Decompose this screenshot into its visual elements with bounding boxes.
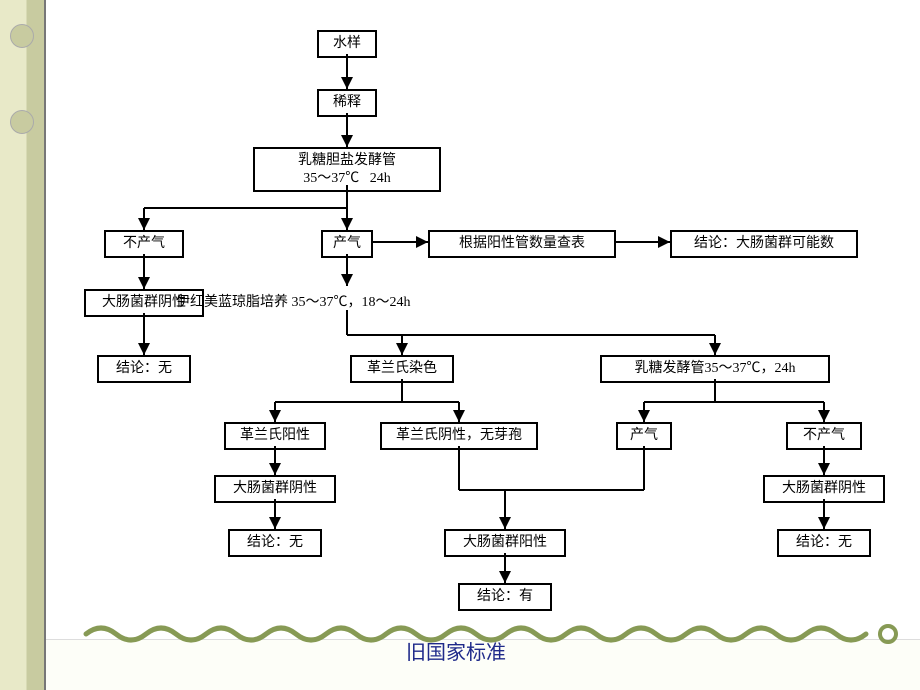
- node-mpn-conclusion: 结论：大肠菌群可能数: [670, 230, 858, 258]
- footer-title: 旧国家标准: [406, 636, 506, 665]
- node-conc-none-1: 结论：无: [97, 355, 191, 383]
- node-gram-stain: 革兰氏染色: [350, 355, 454, 383]
- node-dilute: 稀释: [317, 89, 377, 117]
- node-coliform-pos: 大肠菌群阳性: [444, 529, 566, 557]
- node-gram-pos: 革兰氏阳性: [224, 422, 326, 450]
- node-lactose-tube: 乳糖胆盐发酵管 35～37℃ 24h: [253, 147, 441, 192]
- node-conc-none-2: 结论：无: [228, 529, 322, 557]
- node-water-sample: 水样: [317, 30, 377, 58]
- node-gas-2: 产气: [616, 422, 672, 450]
- flowchart-area: 水样 稀释 乳糖胆盐发酵管 35～37℃ 24h 不产气 产气 根据阳性管数量查…: [46, 0, 920, 640]
- node-gas-1: 产气: [321, 230, 373, 258]
- binder-edge: [0, 0, 46, 690]
- node-lookup-table: 根据阳性管数量查表: [428, 230, 616, 258]
- node-coliform-neg-3: 大肠菌群阴性: [763, 475, 885, 503]
- footer: 旧国家标准: [46, 640, 920, 690]
- node-no-gas-1: 不产气: [104, 230, 184, 258]
- node-emb-culture: 伊红美蓝琼脂培养 35～37℃，18～24h: [176, 291, 411, 311]
- node-conc-yes: 结论：有: [458, 583, 552, 611]
- node-coliform-neg-2: 大肠菌群阴性: [214, 475, 336, 503]
- node-lactose-tube-2: 乳糖发酵管35～37℃，24h: [600, 355, 830, 383]
- node-gram-neg: 革兰氏阴性，无芽孢: [380, 422, 538, 450]
- node-conc-none-3: 结论：无: [777, 529, 871, 557]
- node-no-gas-2: 不产气: [786, 422, 862, 450]
